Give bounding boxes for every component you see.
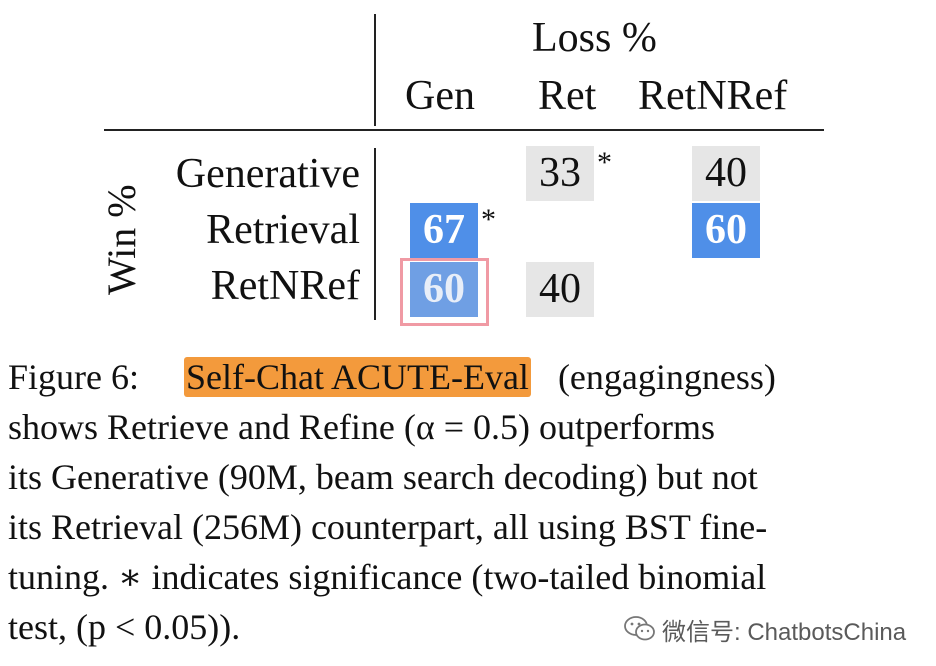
cell-retrieval-retnref: 60 bbox=[692, 203, 760, 258]
watermark-text: 微信号: ChatbotsChina bbox=[662, 619, 907, 646]
column-header-ret: Ret bbox=[538, 73, 597, 119]
cell-retrieval-gen: 67 bbox=[410, 203, 478, 258]
selection-box bbox=[400, 258, 489, 326]
caption-line-3: its Generative (90M, beam search decodin… bbox=[8, 457, 758, 497]
caption-highlight: Self-Chat ACUTE-Eval bbox=[184, 357, 531, 397]
caption-line-6: test, (p < 0.05)). bbox=[8, 607, 241, 647]
caption-engagingness: (engagingness) bbox=[557, 357, 776, 397]
significance-marker: * bbox=[481, 203, 496, 236]
caption-line-1: Figure 6: Self-Chat ACUTE-Eval (engaging… bbox=[8, 352, 920, 402]
significance-marker: * bbox=[597, 146, 612, 179]
column-header-gen: Gen bbox=[405, 73, 475, 119]
caption-figure-label: Figure 6: bbox=[8, 357, 139, 397]
table-divider-vertical-top bbox=[374, 14, 376, 126]
caption-line-5: tuning. ∗ indicates significance (two-ta… bbox=[8, 557, 767, 597]
cell-retnref-gen: 60 bbox=[410, 262, 478, 317]
caption-line-2: shows Retrieve and Refine (α = 0.5) outp… bbox=[8, 407, 715, 447]
row-header-generative: Generative bbox=[175, 151, 360, 197]
wechat-icon bbox=[624, 616, 655, 641]
cell-retnref-ret: 40 bbox=[526, 262, 594, 317]
cell-generative-ret: 33 bbox=[526, 146, 594, 201]
row-header-retnref: RetNRef bbox=[210, 263, 360, 309]
figure-caption: Figure 6: Self-Chat ACUTE-Eval (engaging… bbox=[8, 352, 920, 652]
table-divider-vertical-bottom bbox=[374, 148, 376, 320]
column-header-retnref: RetNRef bbox=[638, 73, 788, 119]
caption-line-4: its Retrieval (256M) counterpart, all us… bbox=[8, 507, 768, 547]
row-header-retrieval: Retrieval bbox=[206, 207, 360, 253]
loss-header: Loss % bbox=[532, 15, 657, 61]
table-divider-horizontal bbox=[104, 129, 824, 131]
cell-generative-retnref: 40 bbox=[692, 146, 760, 201]
